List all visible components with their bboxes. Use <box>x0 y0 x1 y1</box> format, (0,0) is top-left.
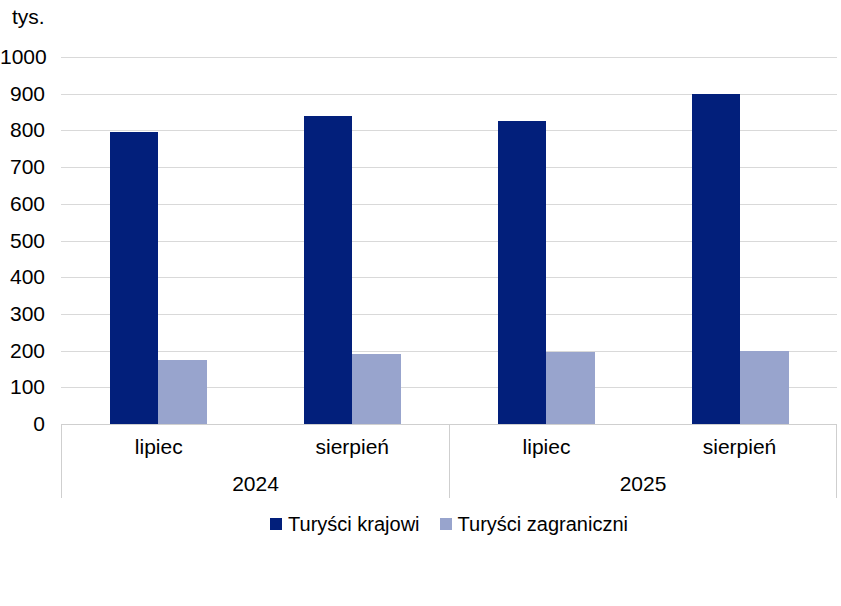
legend-label: Turyści zagraniczni <box>458 513 628 536</box>
y-tick-label: 200 <box>0 340 45 362</box>
y-tick-label: 100 <box>0 376 45 398</box>
category-axis: lipiecsierpień2024lipiecsierpień2025 <box>61 424 837 498</box>
legend-swatch-icon <box>270 518 282 530</box>
y-tick-label: 400 <box>0 266 45 288</box>
year-label: 2025 <box>450 469 836 498</box>
year-label: 2024 <box>62 469 449 498</box>
legend-item: Turyści krajowi <box>270 513 420 536</box>
bar-krajowi <box>304 116 352 424</box>
legend-item: Turyści zagraniczni <box>440 513 628 536</box>
bar-krajowi <box>498 121 546 424</box>
bar-zagraniczni <box>546 352 595 424</box>
y-tick-label: 1000 <box>0 46 45 68</box>
year-section: lipiecsierpień2024 <box>61 425 449 498</box>
bar-zagraniczni <box>740 351 789 424</box>
bar-krajowi <box>110 132 158 424</box>
bar-krajowi <box>692 94 740 424</box>
y-tick-label: 900 <box>0 83 45 105</box>
month-label: lipiec <box>62 425 256 469</box>
bar-zagraniczni <box>352 354 401 424</box>
legend-label: Turyści krajowi <box>288 513 420 536</box>
plot-area <box>61 57 837 424</box>
month-row: lipiecsierpień <box>62 425 449 469</box>
legend: Turyści krajowi Turyści zagraniczni <box>61 511 837 537</box>
month-label: sierpień <box>256 425 450 469</box>
year-section: lipiecsierpień2025 <box>449 425 837 498</box>
y-tick-label: 700 <box>0 156 45 178</box>
gridline <box>61 57 837 58</box>
bar-zagraniczni <box>158 360 207 424</box>
month-label: sierpień <box>643 425 836 469</box>
legend-swatch-icon <box>440 518 452 530</box>
y-tick-label: 0 <box>0 413 45 435</box>
y-tick-label: 600 <box>0 193 45 215</box>
month-label: lipiec <box>450 425 643 469</box>
y-axis-tick-labels: 0 100 200 300 400 500 600 700 800 900 1000 <box>0 0 45 450</box>
y-tick-label: 500 <box>0 230 45 252</box>
y-tick-label: 300 <box>0 303 45 325</box>
month-row: lipiecsierpień <box>450 425 836 469</box>
y-tick-label: 800 <box>0 119 45 141</box>
chart-canvas: tys. 01002003004005006007008009001000 li… <box>0 0 841 606</box>
